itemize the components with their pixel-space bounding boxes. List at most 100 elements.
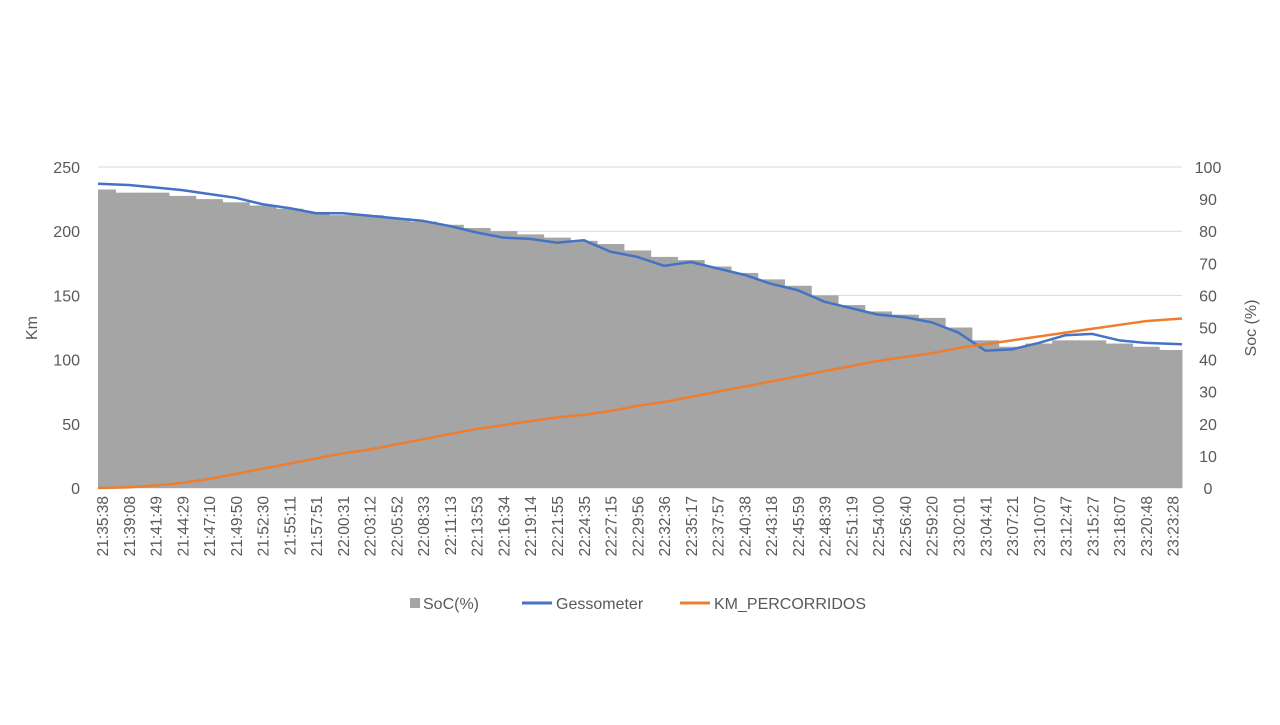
soc-bar <box>490 231 518 488</box>
legend-label: SoC(%) <box>423 596 479 613</box>
y-tick-label: 100 <box>53 353 80 370</box>
soc-bar <box>677 260 705 488</box>
series-lines <box>97 182 1183 490</box>
x-tick-label: 21:35:38 <box>95 496 112 556</box>
x-tick-label: 21:49:50 <box>229 496 246 557</box>
x-tick-label: 22:43:18 <box>764 496 781 556</box>
y2-tick-label: 20 <box>1199 417 1217 434</box>
x-tick-label: 23:23:28 <box>1166 496 1183 556</box>
soc-bar <box>570 240 598 488</box>
x-tick-label: 23:18:07 <box>1112 496 1129 556</box>
x-tick-label: 22:08:33 <box>416 496 433 556</box>
y-tick-label: 200 <box>53 224 80 241</box>
y-tick-label: 150 <box>53 288 80 305</box>
soc-bar <box>891 314 919 488</box>
legend-label: KM_PERCORRIDOS <box>714 596 866 613</box>
y2-tick-label: 70 <box>1199 256 1217 273</box>
soc-bar <box>623 250 652 488</box>
x-tick-label: 23:12:47 <box>1059 496 1076 556</box>
y2-tick-label: 90 <box>1199 192 1217 209</box>
x-tick-label: 22:27:15 <box>604 496 621 556</box>
soc-bar <box>356 215 384 488</box>
x-tick-label: 22:24:35 <box>577 496 594 556</box>
soc-bar <box>971 340 1000 488</box>
x-tick-label: 22:03:12 <box>363 496 380 556</box>
soc-bar <box>222 202 250 488</box>
soc-bar <box>1105 343 1133 488</box>
x-tick-label: 23:20:48 <box>1139 496 1156 556</box>
soc-bar <box>811 295 839 488</box>
soc-bar <box>195 199 223 488</box>
soc-bar <box>704 266 732 488</box>
y2-tick-label: 10 <box>1199 449 1217 466</box>
soc-bar <box>383 218 411 489</box>
x-tick-label: 22:35:17 <box>684 496 701 556</box>
soc-bar <box>142 192 170 488</box>
x-tick-label: 22:37:57 <box>711 496 728 556</box>
soc-bar <box>329 215 357 488</box>
y2-tick-label: 60 <box>1199 288 1217 305</box>
soc-bar <box>838 305 866 488</box>
x-tick-label: 22:45:59 <box>791 496 808 556</box>
x-tick-label: 22:48:39 <box>818 496 835 556</box>
soc-bar <box>918 317 946 488</box>
legend-item: SoC(%) <box>410 596 479 613</box>
soc-bar <box>1159 349 1183 488</box>
x-tick-label: 22:59:20 <box>925 496 942 557</box>
y-axis-right: 0 10 20 30 40 50 60 70 80 90 100 <box>1195 160 1222 498</box>
y-tick-label: 250 <box>53 160 80 177</box>
legend-label: Gessometer <box>556 596 644 613</box>
soc-bar <box>249 205 277 488</box>
soc-bar <box>409 221 438 488</box>
x-tick-label: 23:15:27 <box>1085 496 1102 556</box>
x-tick-label: 22:13:53 <box>470 496 487 556</box>
x-tick-label: 22:54:00 <box>871 496 888 557</box>
x-tick-label: 23:10:07 <box>1032 496 1049 556</box>
soc-bar <box>945 327 973 488</box>
x-tick-label: 21:44:29 <box>175 496 192 556</box>
soc-bar <box>1132 346 1160 488</box>
soc-bar <box>516 234 545 488</box>
soc-bar <box>998 346 1026 488</box>
soc-bar <box>864 311 893 488</box>
soc-bar <box>543 237 571 488</box>
soc-bar <box>168 195 197 488</box>
series-line-gessometer <box>97 182 1183 352</box>
x-tick-label: 22:16:34 <box>496 496 513 557</box>
soc-bar <box>302 211 331 488</box>
soc-bar <box>597 244 625 488</box>
legend-item: Gessometer <box>522 596 644 613</box>
x-tick-label: 22:51:19 <box>844 496 861 556</box>
soc-bar <box>436 224 464 488</box>
legend-swatch <box>410 598 420 608</box>
y2-tick-label: 50 <box>1199 321 1217 338</box>
x-tick-label: 22:32:36 <box>657 496 674 556</box>
y2-tick-label: 40 <box>1199 353 1217 370</box>
x-tick-label: 22:40:38 <box>737 496 754 556</box>
legend-item: KM_PERCORRIDOS <box>680 596 866 613</box>
y2-axis-title: Soc (%) <box>1243 300 1260 357</box>
x-tick-label: 21:52:30 <box>256 496 273 557</box>
y-axis-left: 0 50 100 150 200 250 <box>53 160 80 498</box>
x-tick-label: 22:56:40 <box>898 496 915 557</box>
x-tick-label: 21:41:49 <box>149 496 166 556</box>
y2-tick-label: 80 <box>1199 224 1217 241</box>
y-tick-label: 0 <box>71 481 80 498</box>
soc-bar <box>1052 340 1080 488</box>
x-tick-label: 22:11:13 <box>443 496 460 555</box>
x-tick-label: 23:07:21 <box>1005 496 1022 556</box>
x-tick-label: 23:04:41 <box>978 496 995 556</box>
x-tick-label: 21:47:10 <box>202 496 219 557</box>
soc-bar <box>1025 343 1053 488</box>
y-axis-title: Km <box>24 316 41 340</box>
x-tick-label: 23:02:01 <box>951 496 968 556</box>
soc-bar <box>650 256 678 488</box>
soc-area <box>98 189 1183 489</box>
y2-tick-label: 100 <box>1195 160 1222 177</box>
soc-bar <box>730 272 759 488</box>
x-tick-label: 21:39:08 <box>122 496 139 556</box>
y2-tick-label: 0 <box>1204 481 1213 498</box>
x-tick-label: 22:19:14 <box>523 496 540 557</box>
x-tick-label: 22:21:55 <box>550 496 567 556</box>
